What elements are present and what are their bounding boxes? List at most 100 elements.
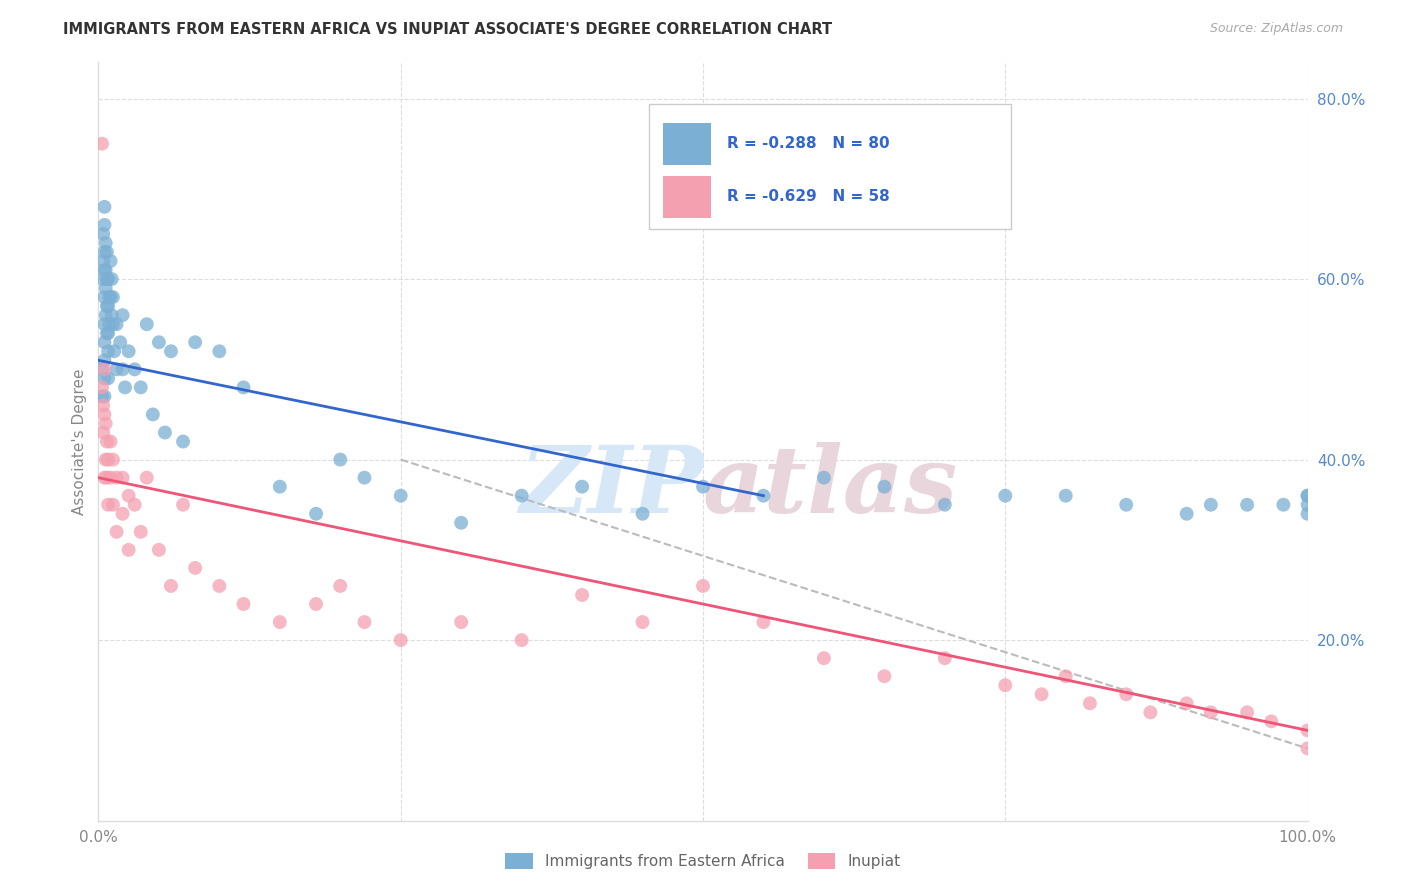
Point — [389, 489, 412, 503]
Point — [93, 362, 115, 376]
Point — [93, 389, 115, 403]
Point — [269, 480, 291, 494]
Point — [93, 200, 115, 214]
Point — [91, 254, 114, 268]
Point — [101, 498, 124, 512]
Point — [96, 299, 118, 313]
Point — [510, 633, 533, 648]
Point — [111, 362, 134, 376]
Point — [96, 434, 118, 449]
Point — [97, 344, 120, 359]
Point — [232, 597, 254, 611]
Point — [98, 290, 121, 304]
Point — [111, 507, 134, 521]
Point — [1236, 706, 1258, 720]
Point — [208, 579, 231, 593]
FancyBboxPatch shape — [664, 176, 711, 218]
Point — [353, 615, 375, 629]
Point — [105, 362, 128, 376]
Point — [1199, 706, 1222, 720]
Point — [96, 326, 118, 341]
Point — [329, 579, 352, 593]
Point — [91, 136, 114, 151]
FancyBboxPatch shape — [648, 104, 1011, 229]
Point — [232, 380, 254, 394]
Point — [1296, 741, 1319, 756]
Point — [118, 542, 141, 557]
Point — [108, 335, 131, 350]
Point — [93, 371, 115, 385]
Point — [269, 615, 291, 629]
Point — [1296, 489, 1319, 503]
Point — [1272, 498, 1295, 512]
Point — [98, 317, 121, 331]
Point — [994, 489, 1017, 503]
Point — [97, 272, 120, 286]
Point — [114, 380, 136, 394]
Point — [1236, 498, 1258, 512]
Point — [93, 470, 115, 484]
Text: atlas: atlas — [703, 442, 959, 532]
Point — [91, 399, 114, 413]
Text: IMMIGRANTS FROM EASTERN AFRICA VS INUPIAT ASSOCIATE'S DEGREE CORRELATION CHART: IMMIGRANTS FROM EASTERN AFRICA VS INUPIA… — [63, 22, 832, 37]
Point — [510, 489, 533, 503]
Point — [93, 353, 115, 368]
Point — [172, 434, 194, 449]
Point — [389, 633, 412, 648]
Point — [1296, 489, 1319, 503]
Point — [1296, 723, 1319, 738]
Point — [692, 579, 714, 593]
Point — [571, 588, 593, 602]
Point — [148, 335, 170, 350]
Point — [1296, 507, 1319, 521]
Point — [97, 299, 120, 313]
Point — [450, 615, 472, 629]
Point — [1175, 696, 1198, 710]
Point — [97, 326, 120, 341]
Point — [118, 344, 141, 359]
Point — [129, 380, 152, 394]
Point — [124, 362, 146, 376]
Point — [93, 290, 115, 304]
Point — [1175, 507, 1198, 521]
Point — [93, 335, 115, 350]
Point — [93, 263, 115, 277]
Point — [91, 425, 114, 440]
Point — [631, 615, 654, 629]
Point — [353, 470, 375, 484]
Point — [129, 524, 152, 539]
Point — [101, 290, 124, 304]
Point — [93, 244, 115, 259]
Point — [752, 615, 775, 629]
Point — [100, 470, 122, 484]
Text: Source: ZipAtlas.com: Source: ZipAtlas.com — [1209, 22, 1343, 36]
Point — [813, 470, 835, 484]
Point — [1139, 706, 1161, 720]
Y-axis label: Associate's Degree: Associate's Degree — [72, 368, 87, 515]
Point — [692, 480, 714, 494]
Point — [96, 470, 118, 484]
Point — [184, 335, 207, 350]
Point — [1296, 498, 1319, 512]
Legend: Immigrants from Eastern Africa, Inupiat: Immigrants from Eastern Africa, Inupiat — [499, 847, 907, 875]
Point — [97, 371, 120, 385]
Point — [329, 452, 352, 467]
Point — [934, 498, 956, 512]
Point — [305, 597, 328, 611]
Point — [934, 651, 956, 665]
Point — [96, 272, 118, 286]
Point — [118, 489, 141, 503]
Point — [160, 344, 183, 359]
Point — [103, 344, 125, 359]
Point — [97, 498, 120, 512]
Point — [94, 281, 117, 295]
Text: ZIP: ZIP — [519, 442, 703, 532]
Point — [96, 244, 118, 259]
Point — [1260, 714, 1282, 729]
Point — [100, 254, 122, 268]
Point — [1031, 687, 1053, 701]
Point — [813, 651, 835, 665]
Point — [100, 308, 122, 322]
Point — [142, 408, 165, 422]
Point — [101, 317, 124, 331]
